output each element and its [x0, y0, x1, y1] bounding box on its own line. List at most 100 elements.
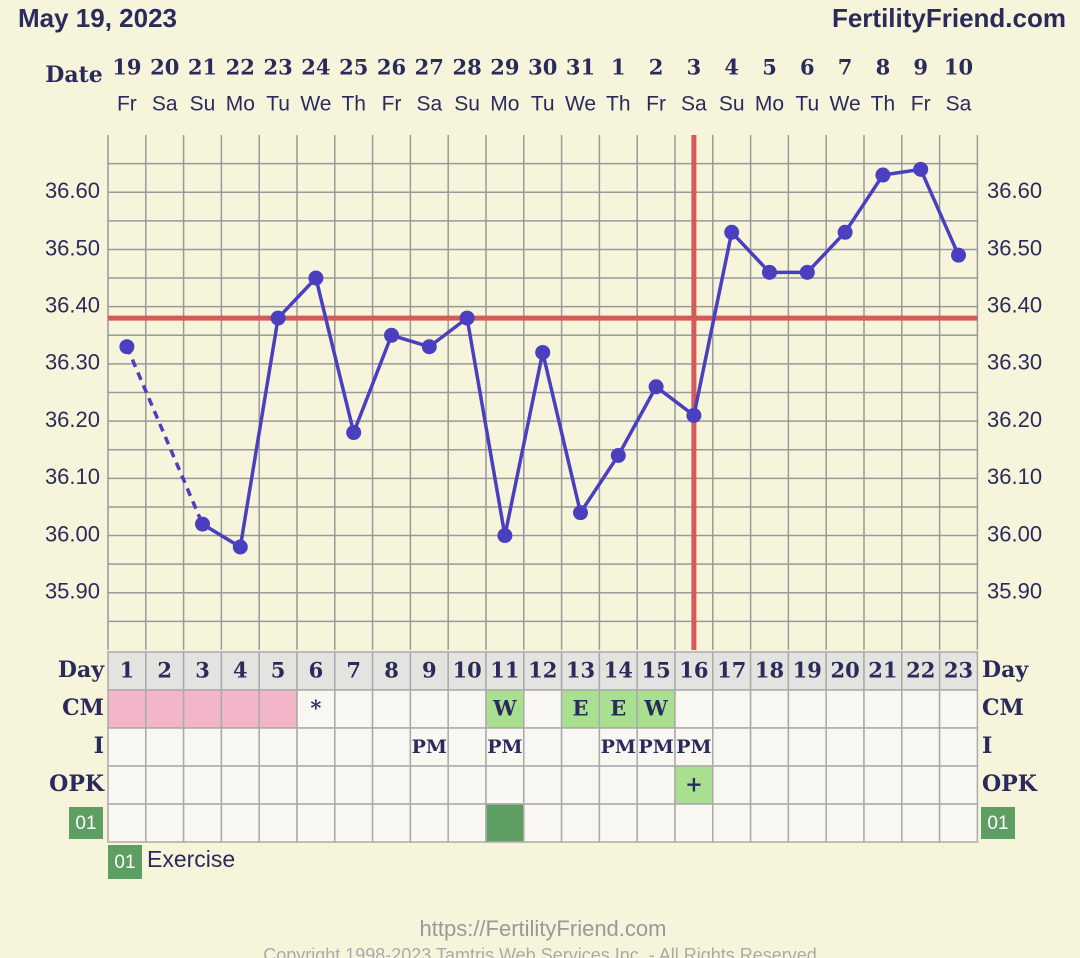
table-cell — [145, 765, 185, 805]
day-number: 10 — [452, 658, 481, 683]
cell-text: PM — [412, 736, 447, 758]
table-cell — [107, 803, 147, 843]
table-cell — [523, 727, 563, 767]
day-number: 11 — [490, 658, 519, 683]
day-number: 2 — [157, 658, 172, 683]
date-label: 27 — [415, 55, 444, 80]
table-cell — [560, 765, 601, 805]
day-number: 22 — [906, 658, 935, 683]
temp-point — [232, 539, 248, 555]
day-number: 6 — [309, 658, 324, 683]
date-label: 10 — [944, 55, 973, 80]
weekday-label: Fr — [911, 93, 931, 116]
table-cell — [182, 803, 223, 843]
day-number: 12 — [528, 658, 557, 683]
table-cell — [145, 651, 185, 691]
table-cell — [749, 689, 790, 729]
cell-text: + — [685, 772, 703, 797]
table-cell — [145, 689, 185, 729]
day-number: 3 — [195, 658, 210, 683]
table-cell — [523, 689, 563, 729]
y-tick-label: 36.20 — [987, 407, 1042, 432]
day-number: 1 — [120, 658, 135, 683]
temp-point — [875, 167, 891, 183]
cell-text: W — [643, 696, 668, 721]
table-cell — [863, 765, 903, 805]
temp-point — [195, 516, 210, 532]
date-label: 4 — [724, 55, 739, 80]
table-cell — [674, 727, 714, 767]
gap-bridge — [125, 346, 205, 525]
table-cell — [712, 651, 752, 691]
temp-point — [119, 339, 135, 355]
weekday-label: Fr — [117, 93, 137, 116]
table-cell — [182, 689, 223, 729]
day-number: 9 — [422, 658, 437, 683]
table-cell — [938, 765, 979, 805]
table-cell — [787, 727, 827, 767]
temp-point — [573, 505, 588, 521]
chart-date: May 19, 2023 — [18, 3, 177, 33]
table-cell — [825, 765, 865, 805]
table-cell — [296, 727, 336, 767]
table-cell — [674, 803, 714, 843]
table-cell — [334, 803, 374, 843]
table-cell — [182, 727, 223, 767]
y-tick-label: 36.00 — [45, 521, 100, 546]
table-cell — [636, 727, 676, 767]
weekday-label: We — [300, 93, 331, 116]
table-cell — [938, 689, 979, 729]
y-tick-label: 36.60 — [987, 178, 1042, 203]
table-cell — [334, 689, 374, 729]
table-cell — [334, 765, 374, 805]
day-number: 5 — [271, 658, 286, 683]
weekday-label: Sa — [681, 93, 707, 116]
date-label: 21 — [188, 55, 217, 80]
day-number: 19 — [793, 658, 822, 683]
date-label: 5 — [762, 55, 777, 80]
day-number: 13 — [566, 658, 595, 683]
temp-point — [913, 161, 929, 177]
weekday-label: Mo — [755, 93, 784, 116]
weekday-label: Mo — [226, 93, 255, 116]
table-cell — [220, 727, 260, 767]
table-cell — [220, 765, 260, 805]
table-cell — [825, 803, 865, 843]
date-label: 3 — [687, 55, 702, 80]
legend-swatch — [108, 845, 142, 879]
date-label: 8 — [876, 55, 891, 80]
row-label: 01 — [75, 813, 96, 834]
cell-text: E — [572, 696, 588, 721]
footer-url: https://FertilityFriend.com — [420, 916, 667, 941]
date-label: 1 — [611, 55, 626, 80]
day-number: 14 — [604, 658, 633, 683]
table-cell — [258, 765, 298, 805]
table-cell — [560, 727, 601, 767]
y-tick-label: 35.90 — [987, 579, 1042, 604]
table-cell — [787, 765, 827, 805]
table-cell — [674, 689, 714, 729]
legend-code: 01 — [114, 852, 135, 873]
temp-point — [724, 224, 740, 240]
row-label: CM — [982, 695, 1024, 721]
table-cell — [296, 803, 336, 843]
weekday-label: Th — [341, 93, 366, 116]
temp-point — [686, 407, 702, 423]
table-cell — [107, 727, 147, 767]
weekday-label: Tu — [266, 93, 290, 116]
cell-text: * — [310, 696, 321, 721]
y-tick-label: 36.50 — [987, 235, 1042, 260]
table-cell — [825, 651, 865, 691]
row-label: I — [94, 733, 104, 759]
date-label: 26 — [377, 55, 406, 80]
temp-point — [308, 270, 324, 286]
row-label-box — [981, 807, 1015, 839]
weekday-label: Fr — [382, 93, 402, 116]
table-cell — [485, 765, 525, 805]
temp-point — [535, 344, 551, 360]
row-label: CM — [62, 695, 104, 721]
weekday-label: We — [830, 93, 861, 116]
table-cell — [220, 803, 260, 843]
